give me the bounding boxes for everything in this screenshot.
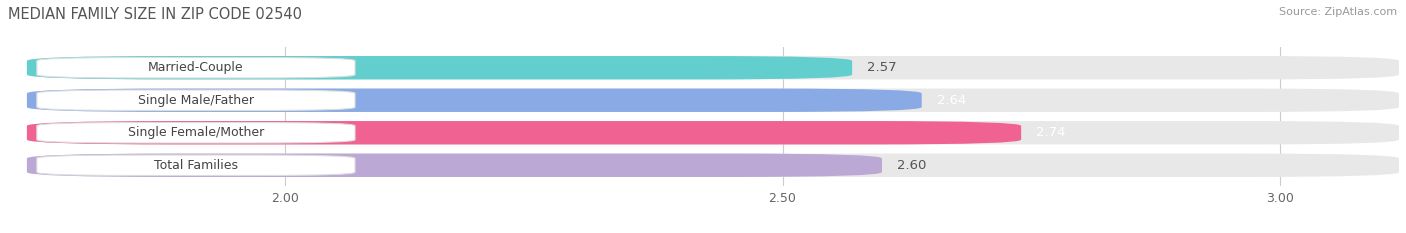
- FancyBboxPatch shape: [27, 121, 1021, 144]
- Text: 2.74: 2.74: [1036, 126, 1066, 139]
- FancyBboxPatch shape: [37, 123, 354, 143]
- Text: Source: ZipAtlas.com: Source: ZipAtlas.com: [1279, 7, 1398, 17]
- FancyBboxPatch shape: [27, 121, 1399, 144]
- Text: 2.64: 2.64: [936, 94, 966, 107]
- FancyBboxPatch shape: [27, 56, 1399, 79]
- FancyBboxPatch shape: [27, 154, 1399, 177]
- Text: MEDIAN FAMILY SIZE IN ZIP CODE 02540: MEDIAN FAMILY SIZE IN ZIP CODE 02540: [8, 7, 302, 22]
- Text: Married-Couple: Married-Couple: [148, 61, 243, 74]
- Text: 2.60: 2.60: [897, 159, 927, 172]
- Text: 2.57: 2.57: [868, 61, 897, 74]
- FancyBboxPatch shape: [27, 89, 1399, 112]
- FancyBboxPatch shape: [37, 90, 354, 110]
- FancyBboxPatch shape: [27, 89, 922, 112]
- FancyBboxPatch shape: [27, 56, 852, 79]
- FancyBboxPatch shape: [37, 155, 354, 175]
- FancyBboxPatch shape: [27, 154, 882, 177]
- Text: Total Families: Total Families: [153, 159, 238, 172]
- Text: Single Male/Father: Single Male/Father: [138, 94, 254, 107]
- Text: Single Female/Mother: Single Female/Mother: [128, 126, 264, 139]
- FancyBboxPatch shape: [37, 58, 354, 78]
